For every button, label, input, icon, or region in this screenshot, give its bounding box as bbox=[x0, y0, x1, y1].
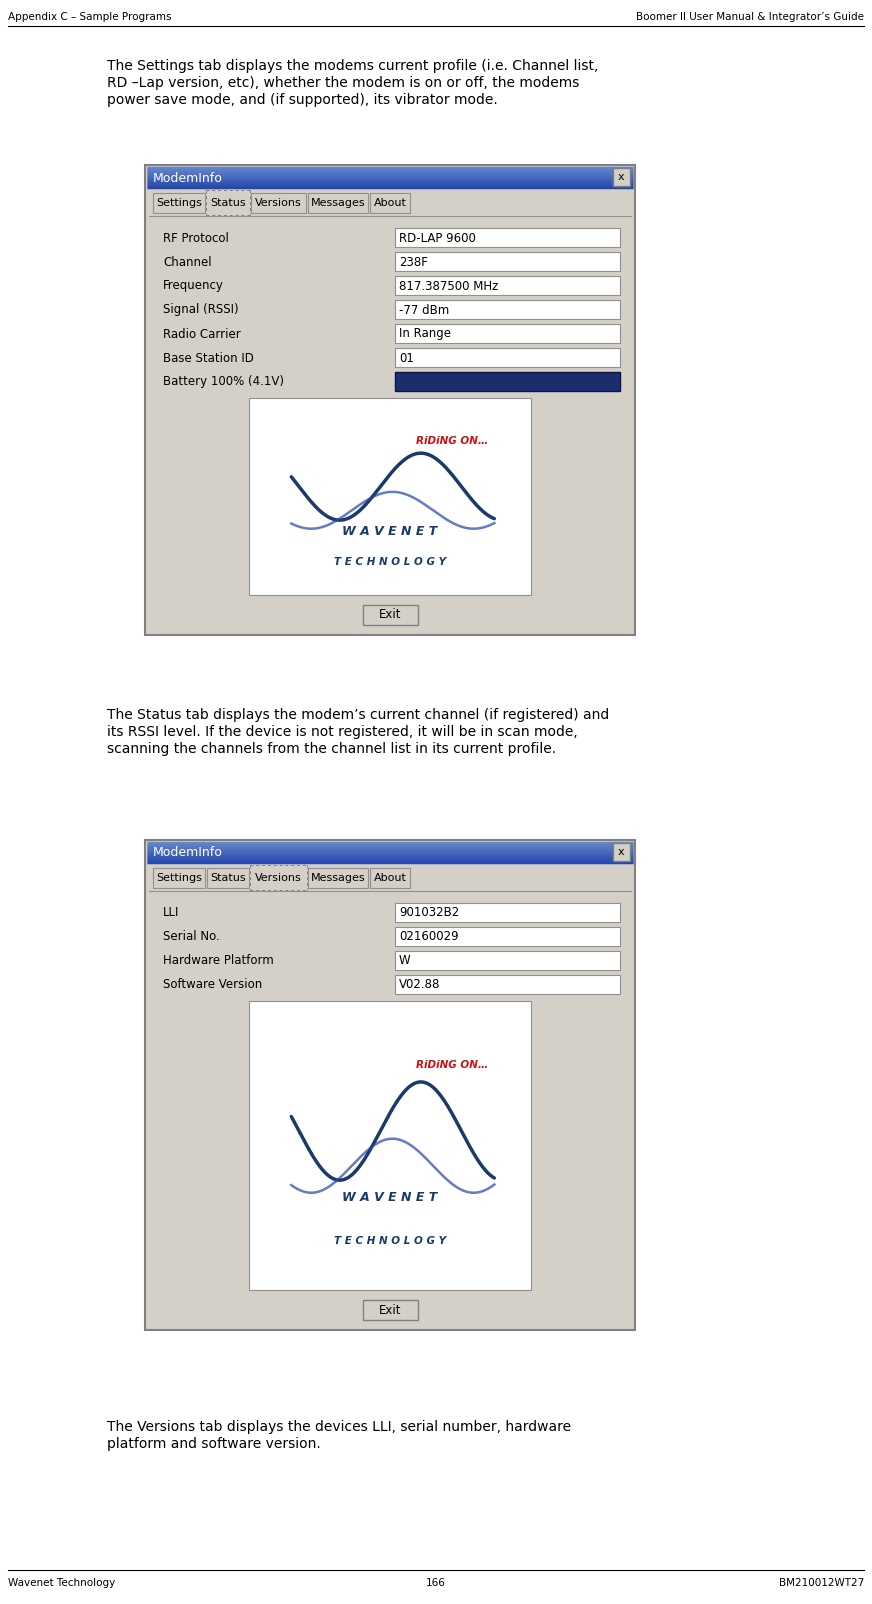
Text: Hardware Platform: Hardware Platform bbox=[163, 954, 274, 967]
FancyBboxPatch shape bbox=[395, 276, 620, 295]
Text: W A V E N E T: W A V E N E T bbox=[343, 526, 438, 539]
Text: Versions: Versions bbox=[255, 873, 302, 882]
FancyBboxPatch shape bbox=[145, 840, 635, 1330]
Text: Status: Status bbox=[210, 873, 246, 882]
Text: ModemInfo: ModemInfo bbox=[153, 847, 223, 860]
FancyBboxPatch shape bbox=[395, 348, 620, 367]
Text: The Settings tab displays the modems current profile (i.e. Channel list,: The Settings tab displays the modems cur… bbox=[107, 59, 598, 74]
FancyBboxPatch shape bbox=[395, 228, 620, 247]
Text: Exit: Exit bbox=[378, 1304, 401, 1317]
FancyBboxPatch shape bbox=[251, 192, 306, 213]
Text: RD-LAP 9600: RD-LAP 9600 bbox=[399, 231, 476, 244]
Text: 166: 166 bbox=[426, 1578, 446, 1588]
FancyBboxPatch shape bbox=[613, 844, 630, 861]
Text: Battery 100% (4.1V): Battery 100% (4.1V) bbox=[163, 375, 284, 388]
Text: About: About bbox=[373, 873, 406, 882]
Text: Settings: Settings bbox=[156, 873, 202, 882]
Text: x: x bbox=[617, 847, 624, 857]
Text: Frequency: Frequency bbox=[163, 279, 224, 292]
FancyBboxPatch shape bbox=[395, 252, 620, 271]
Text: Serial No.: Serial No. bbox=[163, 930, 220, 943]
Text: The Status tab displays the modem’s current channel (if registered) and: The Status tab displays the modem’s curr… bbox=[107, 707, 610, 722]
Text: Radio Carrier: Radio Carrier bbox=[163, 327, 241, 340]
Text: W A V E N E T: W A V E N E T bbox=[343, 1192, 438, 1205]
Text: T E C H N O L O G Y: T E C H N O L O G Y bbox=[334, 557, 446, 566]
Text: 238F: 238F bbox=[399, 255, 428, 268]
Text: RF Protocol: RF Protocol bbox=[163, 231, 228, 244]
Text: Appendix C – Sample Programs: Appendix C – Sample Programs bbox=[8, 11, 172, 22]
FancyBboxPatch shape bbox=[395, 324, 620, 343]
Text: T E C H N O L O G Y: T E C H N O L O G Y bbox=[334, 1235, 446, 1246]
Text: The Versions tab displays the devices LLI, serial number, hardware: The Versions tab displays the devices LL… bbox=[107, 1420, 571, 1434]
Text: LLI: LLI bbox=[163, 906, 180, 919]
Text: x: x bbox=[617, 172, 624, 181]
Text: RiDiNG ON…: RiDiNG ON… bbox=[416, 436, 488, 446]
FancyBboxPatch shape bbox=[308, 868, 368, 889]
FancyBboxPatch shape bbox=[249, 1001, 531, 1290]
FancyBboxPatch shape bbox=[207, 868, 249, 889]
FancyBboxPatch shape bbox=[250, 865, 307, 890]
Text: RiDiNG ON…: RiDiNG ON… bbox=[416, 1060, 488, 1070]
FancyBboxPatch shape bbox=[395, 927, 620, 946]
FancyBboxPatch shape bbox=[395, 975, 620, 994]
Text: Settings: Settings bbox=[156, 197, 202, 209]
Text: ModemInfo: ModemInfo bbox=[153, 172, 223, 184]
FancyBboxPatch shape bbox=[395, 300, 620, 319]
FancyBboxPatch shape bbox=[363, 605, 418, 626]
FancyBboxPatch shape bbox=[370, 868, 410, 889]
Text: Software Version: Software Version bbox=[163, 978, 262, 991]
Text: W: W bbox=[399, 954, 411, 967]
Text: -77 dBm: -77 dBm bbox=[399, 303, 449, 316]
Text: Wavenet Technology: Wavenet Technology bbox=[8, 1578, 115, 1588]
Text: Versions: Versions bbox=[255, 197, 302, 209]
FancyBboxPatch shape bbox=[395, 951, 620, 970]
FancyBboxPatch shape bbox=[153, 868, 205, 889]
Text: Messages: Messages bbox=[310, 197, 365, 209]
FancyBboxPatch shape bbox=[206, 189, 250, 215]
Text: platform and software version.: platform and software version. bbox=[107, 1437, 321, 1452]
Text: BM210012WT27: BM210012WT27 bbox=[779, 1578, 864, 1588]
Text: Boomer II User Manual & Integrator’s Guide: Boomer II User Manual & Integrator’s Gui… bbox=[636, 11, 864, 22]
Text: V02.88: V02.88 bbox=[399, 978, 440, 991]
Text: Exit: Exit bbox=[378, 608, 401, 621]
FancyBboxPatch shape bbox=[153, 192, 205, 213]
Text: scanning the channels from the channel list in its current profile.: scanning the channels from the channel l… bbox=[107, 743, 556, 755]
FancyBboxPatch shape bbox=[395, 372, 620, 391]
Text: 01: 01 bbox=[399, 351, 414, 364]
FancyBboxPatch shape bbox=[249, 398, 531, 595]
FancyBboxPatch shape bbox=[363, 1299, 418, 1320]
Text: Signal (RSSI): Signal (RSSI) bbox=[163, 303, 239, 316]
Text: Status: Status bbox=[210, 197, 246, 209]
Text: Base Station ID: Base Station ID bbox=[163, 351, 254, 364]
FancyBboxPatch shape bbox=[145, 165, 635, 635]
FancyBboxPatch shape bbox=[308, 192, 368, 213]
Text: About: About bbox=[373, 197, 406, 209]
Text: Messages: Messages bbox=[310, 873, 365, 882]
FancyBboxPatch shape bbox=[370, 192, 410, 213]
FancyBboxPatch shape bbox=[395, 903, 620, 922]
Text: Channel: Channel bbox=[163, 255, 212, 268]
FancyBboxPatch shape bbox=[613, 168, 630, 186]
Text: power save mode, and (if supported), its vibrator mode.: power save mode, and (if supported), its… bbox=[107, 93, 498, 107]
Text: 901032B2: 901032B2 bbox=[399, 906, 460, 919]
Text: its RSSI level. If the device is not registered, it will be in scan mode,: its RSSI level. If the device is not reg… bbox=[107, 725, 578, 739]
Text: In Range: In Range bbox=[399, 327, 451, 340]
Text: 02160029: 02160029 bbox=[399, 930, 459, 943]
Text: 817.387500 MHz: 817.387500 MHz bbox=[399, 279, 499, 292]
Text: RD –Lap version, etc), whether the modem is on or off, the modems: RD –Lap version, etc), whether the modem… bbox=[107, 75, 579, 90]
